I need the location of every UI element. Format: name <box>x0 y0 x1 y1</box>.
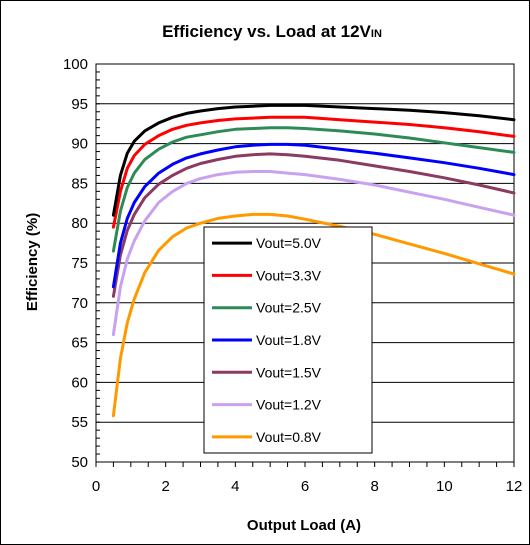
x-tick-label: 12 <box>506 478 523 495</box>
x-tick-label: 0 <box>92 478 100 495</box>
series-layer <box>111 103 516 418</box>
legend-label: Vout=0.8V <box>256 429 322 445</box>
y-tick-label: 55 <box>71 414 88 431</box>
y-tick-label: 65 <box>71 335 88 352</box>
y-tick-label: 60 <box>71 374 88 391</box>
series-line-vout-1-2v <box>111 170 516 337</box>
legend-label: Vout=1.5V <box>256 364 322 380</box>
series-line-vout-1-5v <box>111 152 516 298</box>
x-tick-label: 4 <box>231 478 239 495</box>
y-axis-label: Efficiency (%) <box>24 213 41 311</box>
y-tick-label: 85 <box>71 175 88 192</box>
y-tick-label: 95 <box>71 96 88 113</box>
legend-label: Vout=1.8V <box>256 332 322 348</box>
y-tick-label: 100 <box>63 56 88 73</box>
legend-label: Vout=1.2V <box>256 397 322 413</box>
series-line-vout-5-0v <box>111 103 516 217</box>
chart-title: Efficiency vs. Load at 12VIN <box>162 22 382 41</box>
y-tick-label: 50 <box>71 454 88 471</box>
x-tick-label: 8 <box>370 478 378 495</box>
y-tick-label: 80 <box>71 215 88 232</box>
legend: Vout=5.0V Vout=3.3V Vout=2.5V Vout=1.8V Vout… <box>203 226 373 454</box>
legend-label: Vout=2.5V <box>256 300 322 316</box>
legend-label: Vout=5.0V <box>256 235 322 251</box>
y-tick-label: 90 <box>71 136 88 153</box>
y-tick-label: 75 <box>71 255 88 272</box>
y-tick-label: 70 <box>71 295 88 312</box>
x-tick-label: 10 <box>436 478 453 495</box>
series-line-vout-1-8v <box>111 142 516 289</box>
series-line-vout-3-3v <box>111 115 516 229</box>
x-axis-label: Output Load (A) <box>247 517 361 534</box>
axis-ticks: 50 55 60 65 70 75 80 85 90 95 100 0 2 4 6 8 10 12 <box>63 56 522 495</box>
x-tick-label: 2 <box>161 478 169 495</box>
series-line-vout-0-8v <box>111 212 516 418</box>
x-tick-label: 6 <box>301 478 309 495</box>
series-line-vout-2-5v <box>111 126 516 253</box>
legend-label: Vout=3.3V <box>256 267 322 283</box>
